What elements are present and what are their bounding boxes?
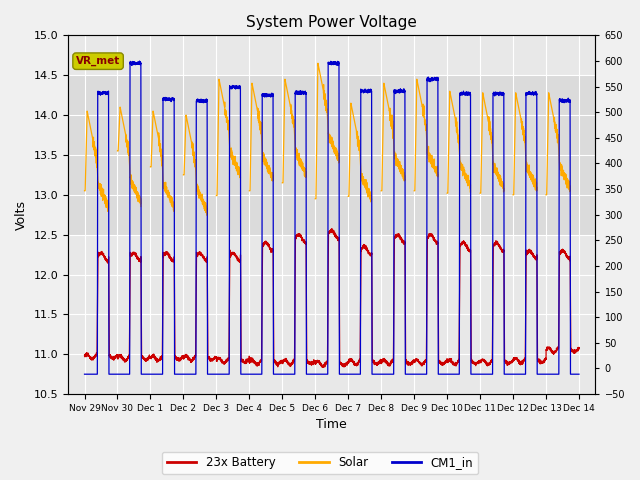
Text: VR_met: VR_met (76, 56, 120, 66)
Legend: 23x Battery, Solar, CM1_in: 23x Battery, Solar, CM1_in (162, 452, 478, 474)
X-axis label: Time: Time (316, 419, 347, 432)
Y-axis label: Volts: Volts (15, 200, 28, 230)
Title: System Power Voltage: System Power Voltage (246, 15, 417, 30)
Bar (68, 75, 595, 235)
